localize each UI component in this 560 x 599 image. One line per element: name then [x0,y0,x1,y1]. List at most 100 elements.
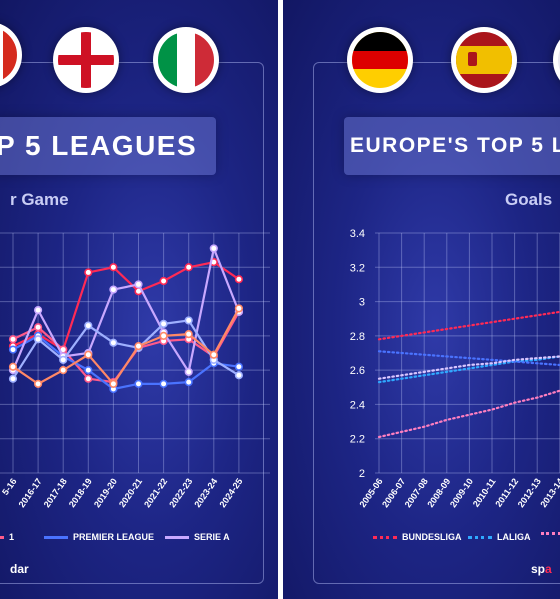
x-tick-label: 2021-22 [142,476,169,509]
series-line-4 [12,319,240,380]
data-point [134,342,143,351]
right-chart-frame [313,62,560,584]
data-point [209,244,218,253]
y-tick-label: 3.4 [350,228,365,240]
logo-text: sp [531,562,546,576]
right-legend-item-bundesliga: BUNDESLIGA [373,532,462,542]
data-point [184,367,193,376]
legend-label: LALIGA [497,532,531,542]
series-line-4 [377,389,560,439]
germany-flag [347,27,413,93]
data-point [134,280,143,289]
right-chart-title: EUROPE'S TOP 5 L [350,134,560,157]
x-tick-label: 5-16 [0,476,19,496]
logo-text: dar [10,562,29,576]
data-point [8,374,18,383]
legend-label: PREMIER LEAGUE [73,532,155,542]
spain-flag [451,27,517,93]
y-tick-label: 2.6 [350,365,365,377]
partial-flag-right-edge [553,27,560,93]
x-tick-label: 2017-18 [42,476,69,509]
data-point [209,350,218,359]
x-tick-label: 2018-19 [67,476,94,509]
data-point [184,316,193,325]
data-point [159,276,168,286]
right-title-banner: EUROPE'S TOP 5 L [344,117,560,175]
series-line-3 [11,247,240,373]
data-point [109,263,118,272]
y-tick-label: 3 [359,297,365,309]
y-tick-label: 2.4 [350,399,365,411]
data-point [8,362,18,371]
x-tick-label: 2020-21 [117,476,144,509]
data-point [84,350,93,359]
data-point [234,275,243,284]
data-point [234,362,243,371]
data-point [109,379,118,388]
series-line-3 [377,355,560,380]
legend-label: 1 [9,532,15,542]
data-point [33,379,43,388]
legend-line-swatch [0,535,4,539]
x-tick-label: 2016-17 [17,476,44,509]
legend-dotted-swatch [373,535,397,539]
x-tick-label: 2024-25 [217,476,244,509]
y-tick-label: 2 [359,468,365,480]
left-legend-item-1: 1 [0,532,14,542]
data-point [84,321,93,330]
y-tick-label: 3.2 [350,262,365,274]
right-chart-subtitle: Goals [505,190,553,209]
data-point [8,335,18,344]
series-line-1 [377,355,560,384]
data-point [184,263,193,272]
right-logo: spa [531,562,552,576]
data-point [33,335,43,344]
series-line-0 [377,310,560,341]
logo-accent: a [545,562,552,576]
legend-line-swatch [44,535,68,539]
data-point [184,378,193,387]
data-point [159,319,168,328]
data-point [84,366,93,375]
data-point [234,371,243,380]
england-flag [53,27,119,93]
data-point [84,268,93,277]
series-line-0 [12,261,240,351]
right-chart-panel: EUROPE'S TOP 5 L Goals 2 2.2 2.4 2.6 2.8 3 3.2… [283,0,560,599]
left-legend-item-serie-a: SERIE A [165,532,230,542]
right-line-chart: 22.22.42.62.833.23.42005-062006-072007-0… [350,228,560,509]
data-point [33,306,43,315]
legend-label: SERIE A [194,532,230,542]
data-point [84,374,93,383]
legend-dotted-swatch [468,535,492,539]
data-point [159,331,168,340]
y-tick-label: 2.2 [350,434,365,446]
left-line-chart: 5-162016-172017-182018-192019-202020-212… [0,232,270,509]
data-point [59,355,68,364]
left-title-banner: P 5 LEAGUES [0,117,216,175]
data-point [159,379,168,388]
left-chart-subtitle: r Game [10,190,69,209]
right-legend-item-laliga: LALIGA [468,532,531,542]
legend-label: BUNDESLIGA [402,532,462,542]
left-chart-frame [0,62,264,584]
y-tick-label: 2.8 [350,331,365,343]
x-tick-label: 2023-24 [192,476,219,509]
data-point [109,338,118,347]
right-legend-item-partial [541,532,560,535]
data-point [184,330,193,339]
left-legend-item-premier-league: PREMIER LEAGUE [44,532,154,542]
data-point [109,285,118,294]
legend-dotted-swatch [541,532,560,535]
legend-line-swatch [165,535,189,539]
series-line-5 [12,307,240,385]
series-line-2 [12,334,240,391]
canada-partial-flag [0,22,22,88]
x-tick-label: 2022-23 [167,476,194,509]
data-point [33,323,43,332]
data-point [59,366,68,375]
left-logo: dar [10,562,29,576]
italy-flag [153,27,219,93]
data-point [134,379,143,388]
data-point [234,304,243,313]
